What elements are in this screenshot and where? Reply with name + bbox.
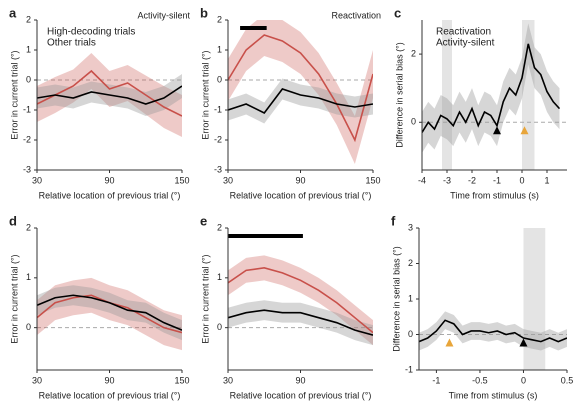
annotation: Activity-silent: [137, 10, 190, 20]
marker-triangle: [519, 338, 528, 347]
x-axis-label: Relative location of previous trial (°): [230, 390, 372, 400]
x-tick-label: 0.5: [561, 375, 574, 385]
y-tick-label: -1: [405, 364, 413, 374]
error-band: [37, 285, 182, 341]
x-axis-label: Relative location of previous trial (°): [230, 190, 372, 200]
annotation: Reactivation: [331, 10, 381, 20]
x-tick-label: -1: [432, 375, 440, 385]
plot-area: [228, 20, 373, 164]
y-axis-label: Error in current trial (°): [9, 254, 19, 343]
error-band: [419, 311, 567, 351]
x-tick-label: -3: [443, 175, 451, 185]
y-tick-label: 2: [217, 14, 222, 24]
y-tick-label: 0: [217, 322, 222, 332]
x-tick-label: 30: [32, 175, 42, 185]
significance-bar: [228, 234, 303, 238]
x-tick-label: -0.5: [472, 375, 488, 385]
y-tick-label: 3: [408, 222, 413, 232]
y-tick-label: 1: [217, 272, 222, 282]
error-band: [228, 255, 373, 346]
y-tick-label: 0: [26, 322, 31, 332]
y-tick-label: -2: [23, 134, 31, 144]
panel-label: e: [200, 213, 207, 228]
line: [37, 85, 182, 105]
plot-area: [37, 277, 182, 351]
error-band: [228, 78, 373, 124]
x-tick-label: 150: [174, 175, 189, 185]
line: [419, 319, 567, 343]
y-tick-label: 2: [217, 222, 222, 232]
x-tick-label: 150: [365, 175, 380, 185]
line: [37, 294, 182, 331]
y-axis-label: Error in current trial (°): [200, 50, 210, 139]
x-axis-label: Relative location of previous trial (°): [39, 190, 181, 200]
y-axis-label: Difference in serial bias (°): [391, 246, 401, 351]
y-tick-label: 0: [26, 74, 31, 84]
x-tick-label: 90: [295, 175, 305, 185]
x-tick-label: -1: [493, 175, 501, 185]
line: [228, 34, 373, 143]
y-tick-label: -3: [23, 164, 31, 174]
x-tick-label: -4: [418, 175, 426, 185]
panel-label: b: [200, 5, 208, 20]
significance-bar: [240, 26, 267, 30]
legend-entry: Reactivation: [436, 27, 491, 38]
y-tick-label: 1: [217, 44, 222, 54]
x-tick-label: 90: [295, 375, 305, 385]
line: [228, 309, 373, 336]
line: [228, 267, 373, 334]
marker-triangle: [445, 338, 454, 347]
y-tick-label: 2: [26, 14, 31, 24]
x-tick-label: 90: [104, 375, 114, 385]
x-tick-label: 30: [223, 375, 233, 385]
y-axis-label: Error in current trial (°): [9, 50, 19, 139]
panel-label: c: [394, 5, 401, 20]
y-axis-label: Difference in serial bias (°): [394, 42, 404, 147]
marker-triangle: [520, 126, 529, 135]
y-tick-label: 2: [408, 258, 413, 268]
y-tick-label: 1: [26, 272, 31, 282]
plot-area: [37, 53, 182, 137]
y-tick-label: 0: [411, 117, 416, 127]
panel-label: a: [9, 5, 17, 20]
panel-label: d: [9, 213, 17, 228]
legend-entry: Other trials: [47, 38, 96, 49]
error-band: [228, 300, 373, 346]
y-tick-label: -3: [214, 164, 222, 174]
error-band: [228, 20, 373, 164]
x-tick-label: 1: [544, 175, 549, 185]
plot-area: [419, 228, 567, 370]
y-tick-label: 1: [408, 293, 413, 303]
x-tick-label: 90: [104, 175, 114, 185]
plot-area: [228, 255, 373, 346]
y-tick-label: -1: [214, 104, 222, 114]
y-tick-label: -2: [214, 134, 222, 144]
panel-label: f: [391, 213, 396, 228]
x-tick-label: 150: [174, 375, 189, 385]
x-tick-label: 0: [521, 375, 526, 385]
line: [37, 69, 182, 117]
y-tick-label: 2: [411, 48, 416, 58]
x-tick-label: 30: [32, 375, 42, 385]
x-axis-label: Relative location of previous trial (°): [39, 390, 181, 400]
line: [228, 88, 373, 115]
legend-entry: Activity-silent: [436, 38, 495, 49]
y-tick-label: -1: [23, 104, 31, 114]
legend-entry: High-decoding trials: [47, 27, 135, 38]
x-axis-label: Time from stimulus (s): [449, 390, 538, 400]
y-tick-label: 2: [26, 222, 31, 232]
y-tick-label: 0: [217, 74, 222, 84]
y-tick-label: 1: [26, 44, 31, 54]
line: [422, 43, 561, 133]
x-axis-label: Time from stimulus (s): [450, 190, 539, 200]
shaded-region: [442, 20, 452, 170]
x-tick-label: -2: [468, 175, 476, 185]
y-axis-label: Error in current trial (°): [200, 254, 210, 343]
x-tick-label: 0: [519, 175, 524, 185]
marker-triangle: [493, 126, 501, 135]
x-tick-label: 30: [223, 175, 233, 185]
y-tick-label: 0: [408, 329, 413, 339]
